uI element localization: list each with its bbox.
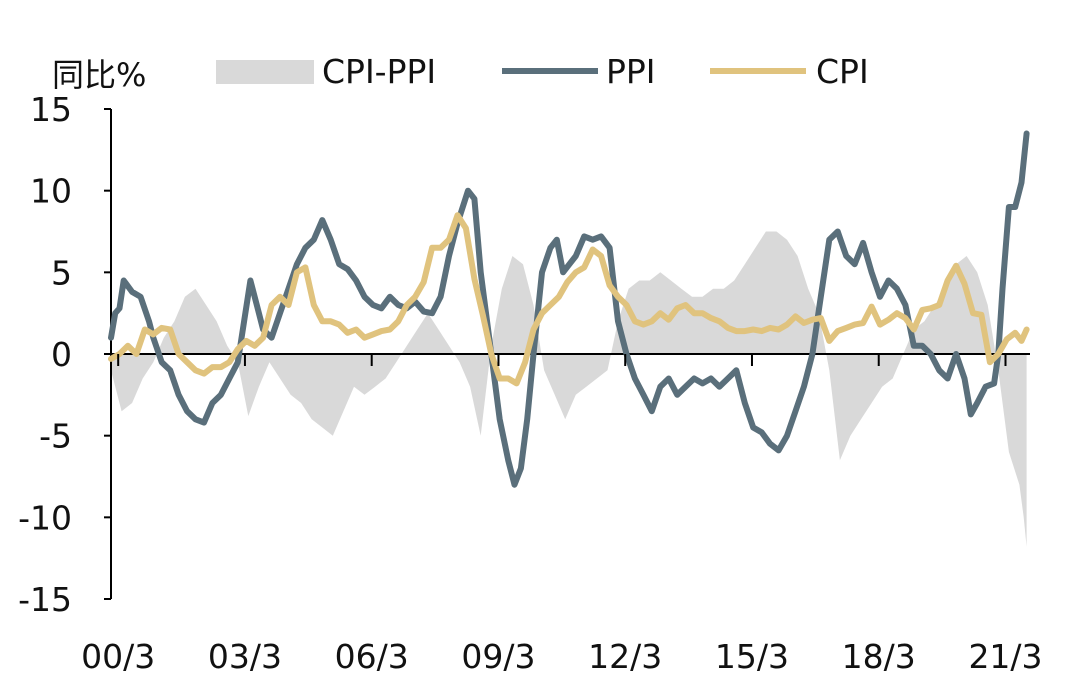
legend-label-cpi: CPI — [816, 52, 869, 91]
y-axis-ticks: 15 10 5 0 -5 -10 -15 — [18, 90, 111, 619]
line-series-layer — [108, 130, 1030, 488]
x-tick-label: 12/3 — [588, 637, 662, 676]
y-tick-label: -15 — [18, 580, 72, 619]
x-tick-label: 15/3 — [715, 637, 789, 676]
x-tick-label: 03/3 — [208, 637, 282, 676]
y-tick-label: -5 — [39, 417, 72, 456]
legend-label-cpi-ppi: CPI-PPI — [322, 52, 436, 91]
legend-swatch-cpi-ppi — [216, 60, 314, 84]
x-tick-label: 18/3 — [842, 637, 916, 676]
legend-label-ppi: PPI — [606, 52, 656, 91]
y-tick-label: 15 — [30, 90, 72, 129]
x-axis-ticks: 00/3 03/3 06/3 09/3 12/3 15/3 18/3 21/3 — [81, 354, 1043, 676]
cpi-ppi-area-layer — [111, 231, 1027, 547]
x-tick-label: 21/3 — [968, 637, 1042, 676]
x-tick-label: 00/3 — [81, 637, 155, 676]
area-series-cpi-ppi — [111, 231, 1027, 547]
y-tick-label: -10 — [18, 498, 72, 537]
legend: CPI-PPI PPI CPI — [216, 52, 869, 91]
x-tick-label: 06/3 — [335, 637, 409, 676]
y-tick-label: 5 — [51, 253, 72, 292]
line-series-ppi — [108, 130, 1030, 488]
y-tick-label: 0 — [51, 335, 72, 374]
y-axis-unit-label: 同比% — [52, 56, 146, 94]
line-series-cpi — [108, 212, 1030, 387]
x-tick-label: 09/3 — [461, 637, 535, 676]
axes — [110, 109, 1030, 599]
y-tick-label: 10 — [30, 172, 72, 211]
